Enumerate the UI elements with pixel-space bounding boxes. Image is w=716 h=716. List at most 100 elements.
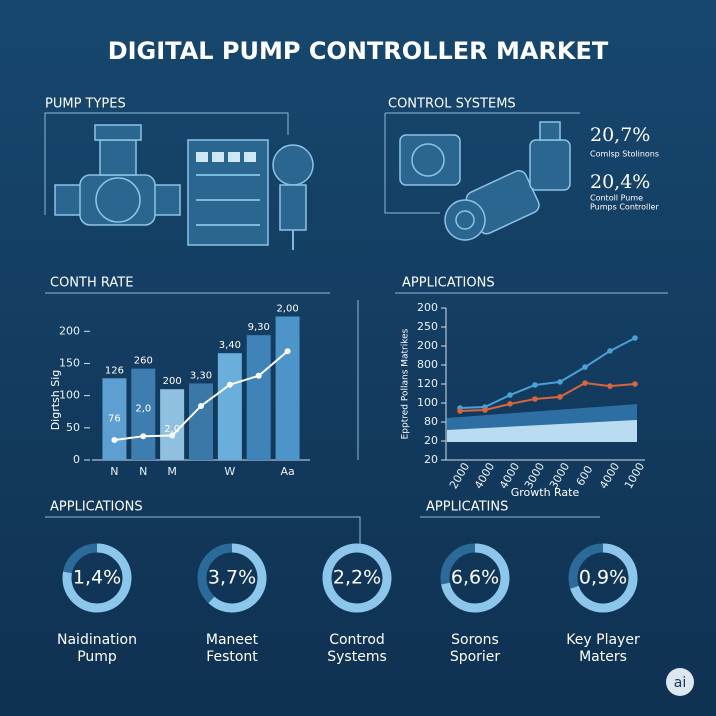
point (582, 364, 588, 370)
y-tick-label: 20 (424, 453, 438, 466)
gauge-arc (322, 543, 392, 613)
kpi-value: 3,7% (208, 567, 256, 589)
bar (246, 335, 271, 460)
point (632, 381, 638, 387)
title: DIGITAL PUMP CONTROLLER MARKET (108, 37, 609, 65)
bar (275, 316, 300, 460)
kpi-label: Key Player (566, 632, 640, 648)
kpi-value: 6,6% (451, 567, 499, 589)
bar (217, 353, 242, 460)
y-tick-label: 50 (66, 421, 80, 434)
bar (160, 389, 185, 460)
point (140, 433, 147, 440)
y-tick-label: 100 (417, 396, 438, 409)
point (226, 381, 233, 388)
point (507, 392, 513, 398)
badge (666, 668, 694, 696)
bar-label: 9,30 (248, 322, 270, 333)
kpi-label: Maters (579, 649, 627, 665)
bar-label: 200 (163, 376, 182, 387)
y-tick-label: 0 (73, 453, 80, 466)
section-label: APPLICATIONS (402, 276, 495, 291)
line (459, 382, 636, 412)
point (284, 348, 291, 355)
stat-label: Pumps Controller (590, 203, 659, 212)
y-tick-label: 800 (417, 358, 438, 371)
line (459, 337, 636, 409)
point (557, 379, 563, 385)
point (607, 383, 613, 389)
x-tick-label: M (167, 465, 177, 478)
frames (44, 112, 668, 545)
point (557, 394, 563, 400)
y-tick-label: 250 (417, 320, 438, 333)
section-label: APPLICATIONS (50, 500, 143, 515)
control-illustration (399, 121, 571, 241)
kpi-label: Pump (77, 649, 117, 665)
point (111, 437, 118, 444)
stat-value: 20,4% (590, 171, 650, 193)
bar (102, 378, 127, 460)
stat-label: Contoll Pume (590, 194, 643, 203)
bar-label: 3,40 (219, 340, 241, 351)
kpi-label: Naidination (57, 632, 137, 648)
kpi-value: 0,9% (579, 567, 627, 589)
area-band (447, 420, 637, 442)
point (582, 380, 588, 386)
y-tick-label: 80 (424, 415, 438, 428)
section-label: PUMP TYPES (45, 97, 126, 112)
y-axis-label: Digrtsh Sig (49, 370, 62, 431)
y-tick-label: 20 (424, 434, 438, 447)
point (532, 396, 538, 402)
stat-value: 20,7% (590, 124, 650, 146)
y-tick-label: 120 (417, 377, 438, 390)
y-tick-label: 200 (417, 339, 438, 352)
kpi-label: Sorons (451, 632, 499, 648)
y-tick-label: 100 (59, 389, 80, 402)
gauge-arc (441, 543, 510, 613)
section-label: APPLICATINS (426, 500, 508, 515)
badge-text: ai (674, 675, 686, 691)
bar-label: 260 (134, 356, 153, 367)
kpi-label: Systems (327, 649, 387, 665)
point (482, 407, 488, 413)
y-tick-label: 200 (417, 301, 438, 314)
kpi-label: Controd (329, 632, 385, 648)
kpi-value: 1,4% (73, 567, 121, 589)
x-axis-label: Growth Rate (511, 486, 580, 499)
point (507, 401, 513, 407)
x-tick-label: W (224, 465, 235, 478)
gauge-arc (570, 543, 638, 613)
point (532, 382, 538, 388)
stat-label: Comlsp Stolinons (590, 150, 659, 159)
point (169, 432, 176, 439)
x-tick-label: Aa (280, 465, 294, 478)
bar-inner-label: 2,0 (135, 404, 151, 415)
bar (189, 383, 213, 460)
x-tick-label: N (110, 465, 118, 478)
gauge-arc (208, 543, 267, 613)
bar-label: 126 (105, 365, 124, 376)
pump-illustration (54, 124, 314, 250)
point (607, 348, 613, 354)
bar-label: 2,00 (276, 304, 298, 315)
section-label: CONTROL SYSTEMS (388, 97, 516, 112)
kpi-label: Festont (206, 649, 258, 665)
bar-inner-label: 76 (108, 413, 121, 424)
point (632, 335, 638, 341)
bar (131, 368, 156, 460)
y-axis-label: Epptred Pollans Matrikes (401, 328, 411, 439)
section-label: CONTH RATE (50, 276, 133, 291)
y-tick-label: 150 (59, 356, 80, 369)
gauge-arc (62, 543, 132, 613)
kpi-label: Sporier (450, 649, 501, 665)
point (457, 408, 463, 414)
kpi-value: 2,2% (333, 567, 381, 589)
kpi-label: Maneet (206, 632, 259, 648)
x-tick-label: N (139, 465, 147, 478)
bar-inner-label: 2,0 (164, 424, 180, 435)
bar-label: 3,30 (190, 370, 212, 381)
point (255, 372, 262, 379)
